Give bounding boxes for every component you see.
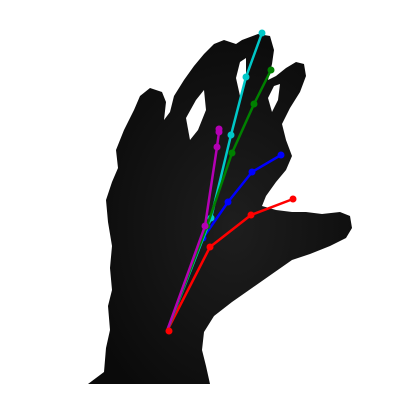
middle-joint-3 <box>242 73 250 81</box>
ring-joint-2 <box>228 149 236 157</box>
thumb-joint-2 <box>247 211 255 219</box>
thumb-joint-1 <box>206 243 214 251</box>
index-joint-4 <box>277 151 285 159</box>
middle-joint-4 <box>258 29 266 37</box>
middle-joint-2 <box>227 131 235 139</box>
pinky-joint-2 <box>213 143 221 151</box>
finger-gap-middle-index <box>268 84 280 112</box>
wrist-joint <box>165 327 173 335</box>
finger-gap-thumb <box>262 172 300 206</box>
finger-gap-pinky-ring <box>186 90 206 140</box>
thumb-bone-chain <box>165 197 294 332</box>
ring-joint-4 <box>267 66 275 74</box>
ring-joint-3 <box>250 100 258 108</box>
hand-silhouette <box>88 34 352 384</box>
index-joint-2 <box>224 198 232 206</box>
index-joint-3 <box>248 168 256 176</box>
hand-skeleton <box>165 29 297 335</box>
thumb-joint-3 <box>289 195 297 203</box>
pinky-joint-1 <box>201 222 209 230</box>
pinky-joint-4 <box>215 125 223 133</box>
